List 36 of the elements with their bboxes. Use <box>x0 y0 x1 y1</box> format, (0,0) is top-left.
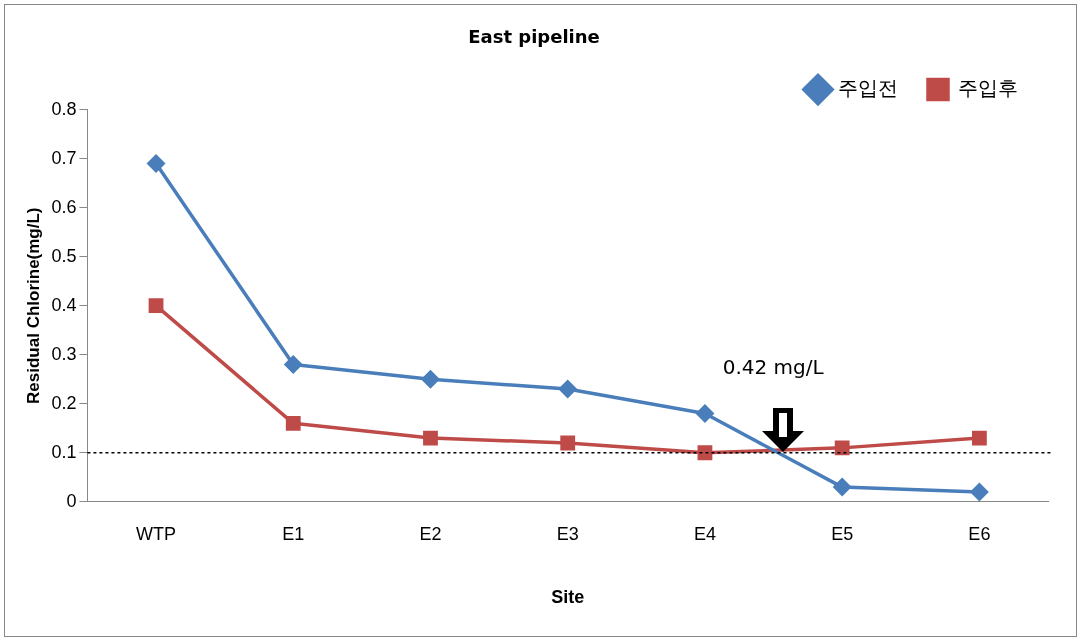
point <box>423 430 438 446</box>
x-tick-label: E4 <box>693 523 716 544</box>
point <box>285 415 301 431</box>
point <box>560 435 576 451</box>
x-tick-label: E3 <box>556 523 579 544</box>
x-tick-label: E5 <box>831 523 854 544</box>
x-tick-label: E6 <box>968 523 991 544</box>
point <box>834 440 850 456</box>
legend-label: 주입후 <box>958 77 1018 100</box>
point <box>148 298 164 314</box>
x-axis-title: Site <box>551 587 585 608</box>
y-tick-label: 0.1 <box>51 441 77 462</box>
y-tick-label: 0.6 <box>51 196 77 217</box>
x-tick-label: E1 <box>282 523 305 544</box>
point <box>970 483 989 501</box>
y-tick-label: 0.3 <box>51 343 77 364</box>
point <box>971 430 987 446</box>
point <box>284 355 303 374</box>
y-tick-label: 0.2 <box>51 392 77 413</box>
point <box>421 370 440 388</box>
point <box>558 380 577 398</box>
y-tick-label: 0 <box>66 490 77 511</box>
y-axis-title: Residual Chlorine(mg/L) <box>23 207 43 404</box>
point <box>147 154 165 173</box>
y-tick-label: 0.4 <box>51 294 77 315</box>
chart-title: East pipeline <box>468 26 600 48</box>
y-tick-label: 0.5 <box>51 245 77 266</box>
point <box>696 404 714 423</box>
y-tick-label: 0.7 <box>51 147 77 168</box>
x-tick-label: E2 <box>419 523 442 544</box>
point <box>833 478 851 496</box>
legend-label: 주입전 <box>838 77 898 100</box>
x-tick-label: WTP <box>136 523 177 544</box>
y-tick-label: 0.8 <box>51 98 77 119</box>
point <box>697 445 713 461</box>
annotation: 0.42 mg/L <box>722 354 825 379</box>
